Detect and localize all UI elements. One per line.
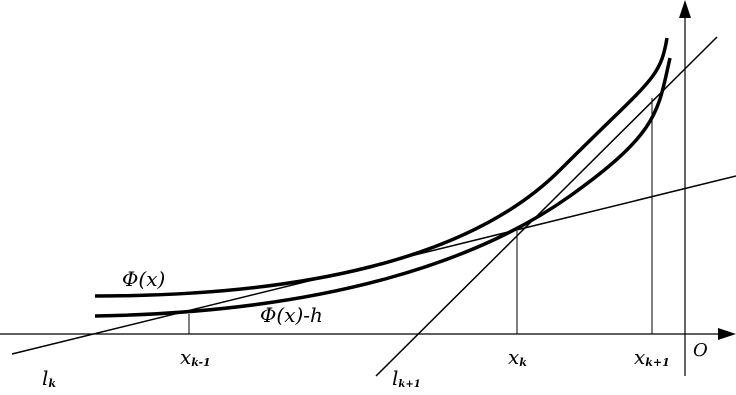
curve-phi	[94, 37, 669, 298]
x-axis-arrow	[718, 328, 736, 340]
label-l-k: lk	[42, 366, 56, 390]
y-axis-arrow	[679, 0, 691, 18]
line-l-k1	[375, 36, 718, 377]
label-x-kp1: xk+1	[634, 345, 670, 369]
label-origin: O	[693, 340, 708, 361]
label-phi: Φ(x)	[122, 267, 165, 291]
label-x-k: xk	[508, 345, 527, 369]
curve-phi-minus-h	[94, 57, 672, 318]
label-l-k1: lk+1	[392, 366, 421, 390]
label-phi-minus-h: Φ(x)-h	[260, 303, 323, 327]
label-x-km1: xk-1	[180, 345, 211, 369]
